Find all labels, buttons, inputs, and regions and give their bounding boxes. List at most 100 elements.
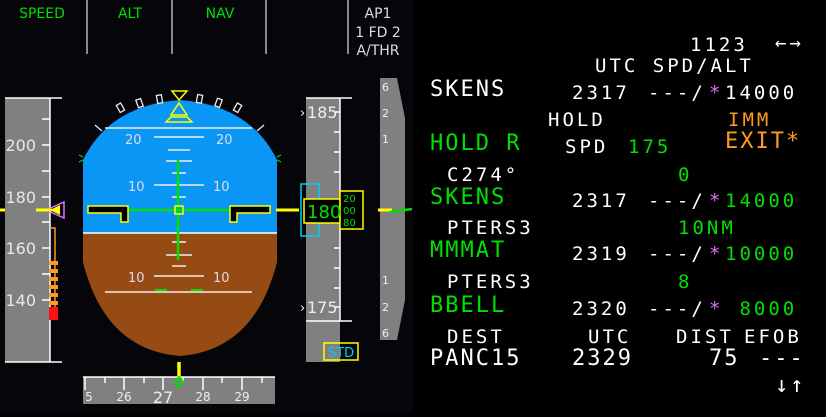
page-time: 1123 [690,34,748,56]
vs-label: 6 [382,81,389,94]
dest-label: DEST [447,326,505,348]
constraint-star: * [709,243,724,265]
waypoint-spd[interactable]: ---/ [648,243,706,265]
aircraft-symbol-right [229,205,271,223]
pfd-graphics: SPEED ALT NAV AP1 1 FD 2 A/THR 200 180 1… [0,0,413,407]
waypoint-name[interactable]: SKENS [430,185,507,210]
dest-efob: --- [759,346,805,371]
pitch-label: 20 [216,133,233,148]
waypoint-spd[interactable]: ---/ [648,82,706,104]
waypoint-name[interactable]: MMMAT [430,238,507,263]
altitude-drum-digit: 00 [343,206,356,217]
heading-label: 5 [85,390,93,404]
leg-distance: 0 [678,164,693,186]
hold-leg[interactable]: HOLD R [430,131,522,156]
waypoint-alt[interactable]: 14000 [725,190,798,212]
efob-label: EFOB [744,326,802,348]
pitch-label: 10 [128,271,145,286]
roll-index-icon [170,90,189,102]
utc-label: UTC [588,326,632,348]
hold-spd-label: SPD [565,136,609,158]
hold-spd: 175 [628,136,672,158]
svg-text:›: › [300,106,305,121]
vs-label: 1 [382,133,389,146]
pitch-label: 20 [125,133,142,148]
destination[interactable]: PANC15 [430,346,522,371]
waypoint-spd[interactable]: ---/ [648,190,706,212]
heading-label: 29 [234,390,249,404]
ground [83,233,277,356]
roll-pointer-icon [169,101,189,116]
leg-course: C274° [447,164,520,186]
pitch-label: 10 [128,180,145,195]
scroll-arrows-icon[interactable]: ↓↑ [775,373,806,398]
fma: SPEED ALT NAV AP1 1 FD 2 A/THR [19,0,401,59]
fma-dividers [86,0,349,54]
speed-target-icon [44,200,65,220]
imm-label: IMM [728,109,772,131]
aircraft-symbol-left [87,205,129,223]
fma-nav: NAV [206,6,235,22]
fma-fd: 1 FD 2 [355,25,401,41]
svg-text:›: › [300,301,305,316]
mcdu-flight-plan: 1123 ←→ UTC SPD/ALT SKENS 2317 ---/ * 14… [413,0,826,413]
waypoint-alt[interactable]: 8000 [725,298,798,320]
waypoint-utc: 2319 [572,243,630,265]
bank-scale [94,93,265,132]
fma-speed: SPEED [19,6,65,22]
waypoint-utc: 2320 [572,298,630,320]
imm-exit-button[interactable]: EXIT* [725,129,802,154]
track-diamond-icon [173,375,185,389]
constraint-star: * [709,82,724,104]
altitude-drum-digit: 80 [343,218,356,229]
speed-label: 200 [5,136,36,155]
altitude-window [303,198,341,224]
vs-needle [389,207,413,214]
waypoint-alt[interactable]: 14000 [725,82,798,104]
altitude-tape: › 185 › 175 180 20 00 80 STD [276,97,364,362]
vertical-speed-scale: 6 2 1 1 2 6 [378,78,413,340]
hold-label: HOLD [548,109,606,131]
slew-arrows-icon[interactable]: ←→ [775,32,804,54]
speed-trend-icon [50,205,60,215]
baro-setting[interactable]: STD [328,346,354,361]
vs-label: 2 [382,107,389,120]
speed-label: 180 [5,188,36,207]
airway-label: PTERS3 [447,271,534,293]
column-header: UTC SPD/ALT [595,55,754,77]
pitch-label: 10 [213,180,230,195]
altitude-label-upper: 185 [307,103,338,122]
dist-label: DIST [676,326,734,348]
waypoint-name[interactable]: SKENS [430,77,507,102]
vls-red-bar [49,307,58,320]
heading-label: 27 [153,388,173,407]
altitude-drum-digit: 20 [343,194,356,205]
speed-tape: 200 180 160 140 [0,97,65,363]
constraint-star: * [709,190,724,212]
heading-label: 26 [116,390,131,404]
fma-athr: A/THR [356,43,399,59]
waypoint-name[interactable]: BBELL [430,293,507,318]
dest-dist: 75 [709,346,740,371]
altitude-drum [339,190,364,230]
primary-flight-display: SPEED ALT NAV AP1 1 FD 2 A/THR 200 180 1… [0,0,413,413]
aircraft-center-icon [174,205,184,215]
speed-label: 160 [5,239,36,258]
dest-utc: 2329 [572,346,633,371]
leg-distance: 8 [678,271,693,293]
alpha-prot-bars [49,261,58,305]
waypoint-spd[interactable]: ---/ [648,298,706,320]
waypoint-alt[interactable]: 10000 [725,243,798,265]
airway-label: PTERS3 [447,217,534,239]
altitude-label-lower: 175 [307,298,338,317]
altitude-current: 180 [307,202,341,223]
speed-label: 140 [5,291,36,310]
heading-scale: 5 26 27 28 29 [83,362,275,407]
vs-label: 2 [382,301,389,314]
heading-label: 28 [195,390,210,404]
constraint-star: * [709,298,724,320]
pitch-label: 10 [213,271,230,286]
waypoint-utc: 2317 [572,82,630,104]
baro-box[interactable] [323,342,359,361]
vs-label: 1 [382,274,389,287]
